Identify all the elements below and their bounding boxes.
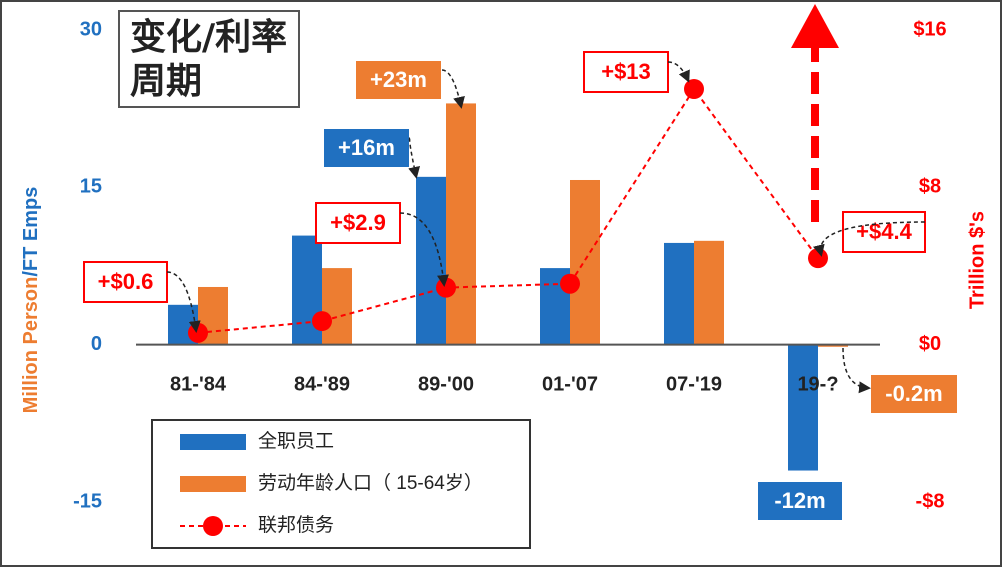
bar	[694, 240, 724, 345]
up-arrow	[791, 4, 839, 222]
y-tick-label: 0	[91, 333, 102, 355]
x-tick-label: 01-'07	[542, 373, 598, 395]
leader-arrow	[166, 271, 201, 333]
callout-box	[83, 261, 168, 303]
value-label: +$13	[601, 59, 651, 84]
legend-swatch	[180, 476, 246, 492]
debt-point	[312, 311, 332, 332]
value-label: -0.2m	[885, 381, 942, 406]
legend-label: 劳动年龄人口（ 15-64岁）	[258, 472, 483, 494]
callout-box	[756, 480, 844, 522]
callout-box	[842, 211, 926, 253]
x-tick-label: 19-?	[797, 373, 838, 395]
bar	[664, 242, 694, 345]
legend-label: 联邦债务	[258, 514, 334, 536]
bar	[788, 344, 818, 471]
callout-box	[583, 51, 669, 93]
y-tick-label: 30	[80, 18, 102, 40]
bar	[446, 103, 476, 345]
y-tick-label: -15	[73, 490, 102, 512]
x-tick-label: 07-'19	[666, 373, 722, 395]
legend-label: 全职员工	[258, 430, 334, 452]
y2-tick-label: $0	[919, 333, 941, 355]
callout-box	[315, 202, 401, 244]
leader-arrow	[399, 212, 449, 287]
callout-box	[354, 59, 443, 101]
value-label: -12m	[774, 488, 825, 513]
bar	[818, 344, 848, 347]
debt-point	[188, 322, 208, 343]
y2-tick-label: $16	[913, 18, 946, 40]
bar	[570, 179, 600, 345]
value-label: +$4.4	[856, 219, 912, 244]
debt-point	[560, 273, 580, 294]
value-label: +16m	[338, 135, 395, 160]
debt-line	[197, 87, 819, 334]
debt-point	[684, 79, 704, 99]
callout-box	[322, 127, 411, 169]
leader-arrow	[408, 137, 421, 179]
bar	[322, 268, 352, 345]
debt-point	[808, 248, 828, 269]
callout-box	[869, 373, 959, 415]
value-label: +23m	[370, 67, 427, 92]
x-tick-label: 89-'00	[418, 373, 474, 395]
y2-axis-label: Trillion $'s	[966, 211, 988, 309]
leader-arrow	[842, 347, 871, 394]
leader-arrow	[667, 61, 690, 83]
y-axis-label: Million Person/FT Emps	[20, 187, 42, 414]
leader-arrow	[813, 221, 926, 257]
x-tick-label: 84-'89	[294, 373, 350, 395]
chart-title: 变化/利率周期	[118, 10, 300, 108]
y2-tick-label: $8	[919, 176, 941, 198]
y2-tick-label: -$8	[916, 490, 945, 512]
bar	[416, 176, 446, 345]
x-tick-label: 81-'84	[170, 373, 227, 395]
value-label: +$2.9	[330, 210, 386, 235]
value-label: +$0.6	[98, 269, 154, 294]
y-axis-label-part: Million Person	[20, 277, 42, 414]
legend-swatch	[203, 516, 223, 536]
leader-arrow	[441, 69, 465, 109]
legend-swatch	[180, 434, 246, 450]
debt-point	[436, 277, 456, 298]
y-axis-label-part: /FT Emps	[20, 187, 42, 277]
y-tick-label: 15	[80, 176, 102, 198]
